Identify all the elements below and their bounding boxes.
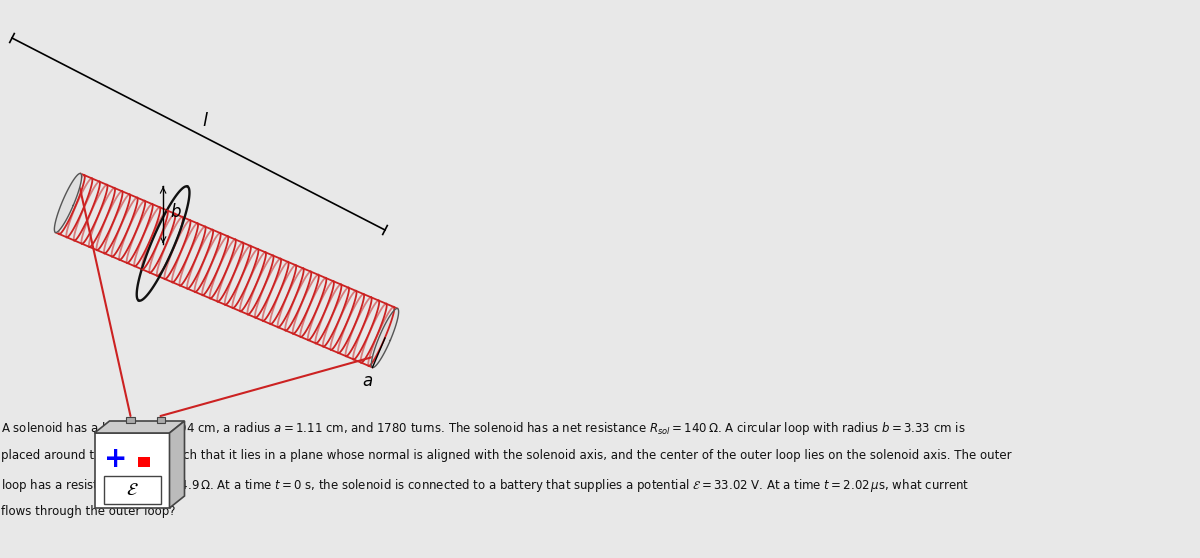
- Text: $\mathcal{E}$: $\mathcal{E}$: [126, 481, 138, 499]
- Polygon shape: [95, 421, 185, 433]
- Text: +: +: [104, 445, 127, 473]
- Polygon shape: [371, 309, 398, 368]
- Text: flows through the outer loop?: flows through the outer loop?: [1, 506, 175, 518]
- Bar: [138, 457, 150, 466]
- Text: placed around the solenoid, such that it lies in a plane whose normal is aligned: placed around the solenoid, such that it…: [1, 449, 1012, 461]
- Polygon shape: [169, 421, 185, 508]
- Polygon shape: [95, 433, 169, 508]
- Text: A solenoid has a length $l = 14.04$ cm, a radius $a = 1.11$ cm, and 1780 turns. : A solenoid has a length $l = 14.04$ cm, …: [1, 420, 965, 437]
- Bar: [126, 416, 134, 422]
- Text: loop has a resistance $R_o = 1654.9\,\Omega$. At a time $t = 0$ s, the solenoid : loop has a resistance $R_o = 1654.9\,\Om…: [1, 477, 970, 494]
- Text: $l$: $l$: [202, 112, 209, 129]
- Polygon shape: [103, 476, 161, 504]
- Text: a: a: [362, 372, 372, 391]
- Bar: [156, 416, 164, 422]
- Polygon shape: [54, 174, 82, 233]
- Text: b: b: [170, 203, 180, 221]
